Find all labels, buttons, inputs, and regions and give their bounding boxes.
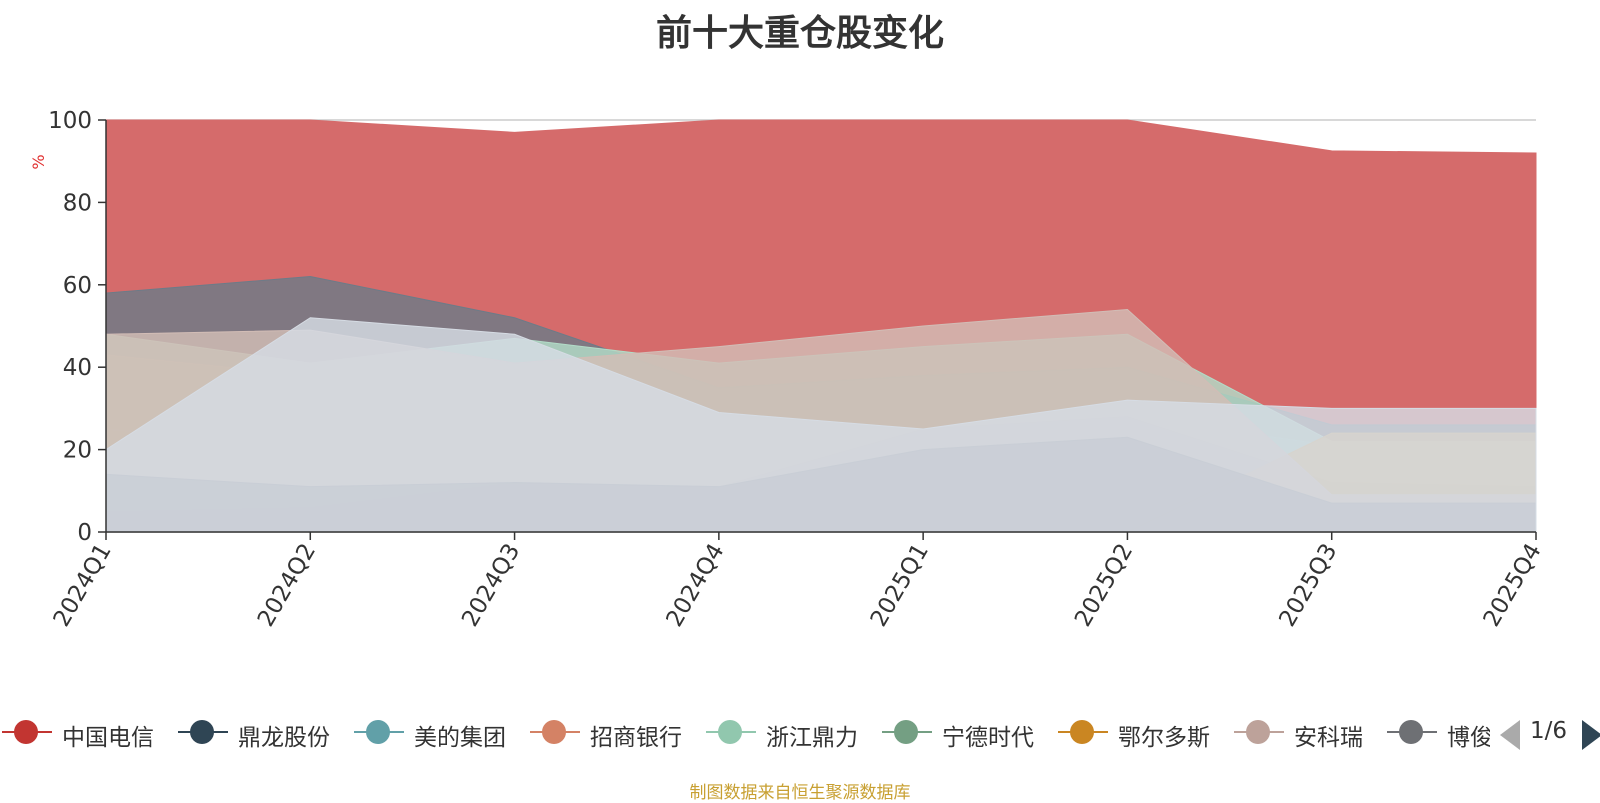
legend-label: 招商银行: [590, 725, 682, 751]
legend-label: 鼎龙股份: [238, 725, 330, 751]
legend-dot-icon: [1070, 720, 1094, 744]
y-tick-label: 20: [63, 438, 92, 464]
legend-dot-icon: [14, 720, 38, 744]
x-tick-label: 2024Q2: [253, 539, 321, 631]
legend-prev-icon[interactable]: [1500, 720, 1520, 750]
legend-label: 博俊: [1447, 725, 1490, 751]
legend-label: 浙江鼎力: [766, 725, 858, 751]
legend-dot-icon: [542, 720, 566, 744]
x-tick-label: 2024Q4: [662, 539, 730, 631]
x-tick-label: 2025Q1: [866, 539, 934, 631]
chart-title: 前十大重仓股变化: [655, 13, 944, 54]
x-tick-label: 2025Q4: [1479, 539, 1547, 631]
legend-label: 鄂尔多斯: [1118, 725, 1210, 751]
area-series-10: [105, 317, 1537, 533]
legend-dot-icon: [366, 720, 390, 744]
x-tick-label: 2024Q3: [457, 539, 525, 631]
y-tick-label: 80: [63, 190, 92, 216]
x-tick-label: 2025Q3: [1274, 539, 1342, 631]
legend-label: 宁德时代: [942, 725, 1034, 751]
legend-dot-icon: [894, 720, 918, 744]
legend-label: 中国电信: [62, 725, 154, 751]
y-tick-label: 100: [48, 108, 92, 134]
legend: 中国电信 鼎龙股份 美的集团 招商银行 浙江鼎力 宁德时代 鄂尔多斯 安科瑞 博俊: [0, 712, 1490, 752]
source-note: 制图数据来自恒生聚源数据库: [689, 783, 911, 803]
x-tick-label: 2024Q1: [49, 539, 117, 631]
legend-label: 安科瑞: [1294, 725, 1363, 751]
axes: [105, 120, 1536, 533]
legend-dot-icon: [1399, 720, 1423, 744]
x-axis-ticks: 2024Q1 2024Q2 2024Q3 2024Q4 2025Q1 2025Q2 2025…: [49, 532, 1547, 631]
legend-page-indicator: 1/6: [1530, 718, 1568, 744]
y-tick-label: 0: [77, 520, 92, 546]
y-tick-label: 40: [63, 355, 92, 381]
legend-dot-icon: [718, 720, 742, 744]
legend-pager: 1/6: [1500, 718, 1600, 754]
legend-label: 美的集团: [414, 725, 506, 751]
y-axis-ticks: 0 20 40 60 80 100: [48, 108, 106, 546]
legend-dot-icon: [190, 720, 214, 744]
x-tick-label: 2025Q2: [1070, 539, 1138, 631]
y-tick-label: 60: [63, 273, 92, 299]
y-axis-label: %: [29, 154, 48, 169]
legend-next-icon[interactable]: [1582, 720, 1600, 750]
area-series: [105, 119, 1537, 533]
legend-dot-icon: [1246, 720, 1270, 744]
